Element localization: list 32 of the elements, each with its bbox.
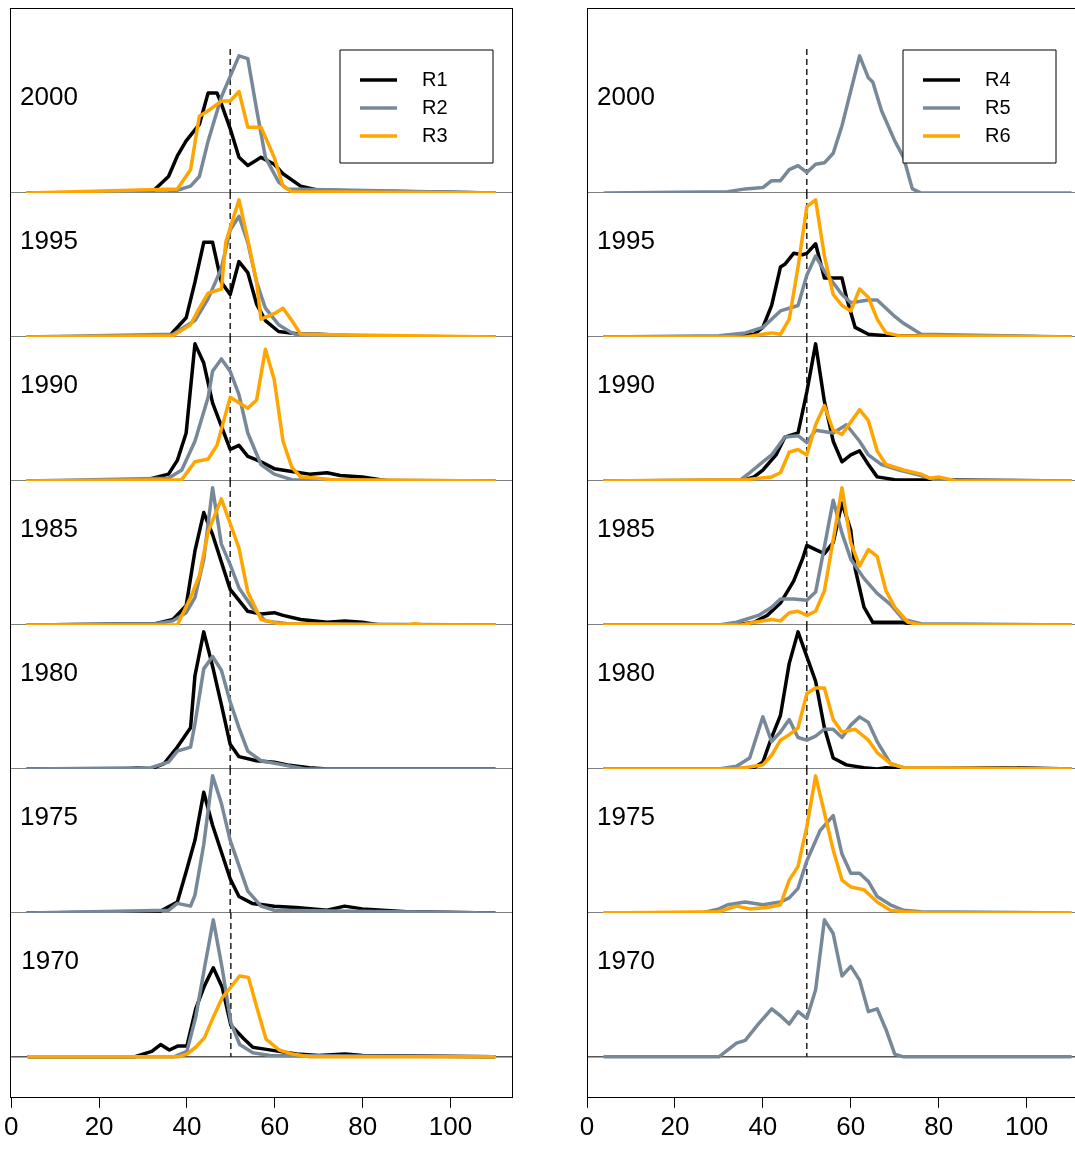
annotation: 1990 xyxy=(20,369,78,400)
x-tick-label: 40 xyxy=(172,1110,202,1141)
annotation: 1990 xyxy=(597,369,655,400)
annotation: 1985 xyxy=(597,513,655,544)
annotation: 1995 xyxy=(597,225,655,256)
legend-label: R1 xyxy=(422,67,448,90)
annotation: 2000 xyxy=(20,81,78,112)
x-tick-label: 20 xyxy=(660,1110,690,1141)
x-tick-label: 80 xyxy=(924,1110,954,1141)
x-tick-label: 40 xyxy=(748,1110,778,1141)
legend-label: R6 xyxy=(985,123,1011,146)
legend-label: R5 xyxy=(985,95,1011,118)
legend-label: R2 xyxy=(422,95,448,118)
legend-label: R3 xyxy=(422,123,448,146)
annotation: 1985 xyxy=(20,513,78,544)
legend-label: R4 xyxy=(985,67,1011,90)
annotation: 1970 xyxy=(21,945,80,976)
x-tick-label: 100 xyxy=(1004,1110,1049,1141)
annotation: 1975 xyxy=(597,801,655,832)
x-tick-label: 20 xyxy=(84,1110,114,1141)
x-tick-label: 80 xyxy=(348,1110,378,1141)
annotation: 1970 xyxy=(597,945,655,976)
x-tick-label: 60 xyxy=(260,1110,290,1141)
annotation: 1980 xyxy=(597,657,655,688)
x-tick-label: 0 xyxy=(579,1110,595,1141)
annotation: 2000 xyxy=(597,81,655,112)
x-tick-label: 100 xyxy=(428,1110,473,1141)
annotation: 1975 xyxy=(20,801,78,832)
x-tick-label: 0 xyxy=(4,1110,19,1141)
x-tick-label: 60 xyxy=(836,1110,866,1141)
annotation: 1995 xyxy=(20,225,78,256)
annotation: 1980 xyxy=(20,657,78,688)
